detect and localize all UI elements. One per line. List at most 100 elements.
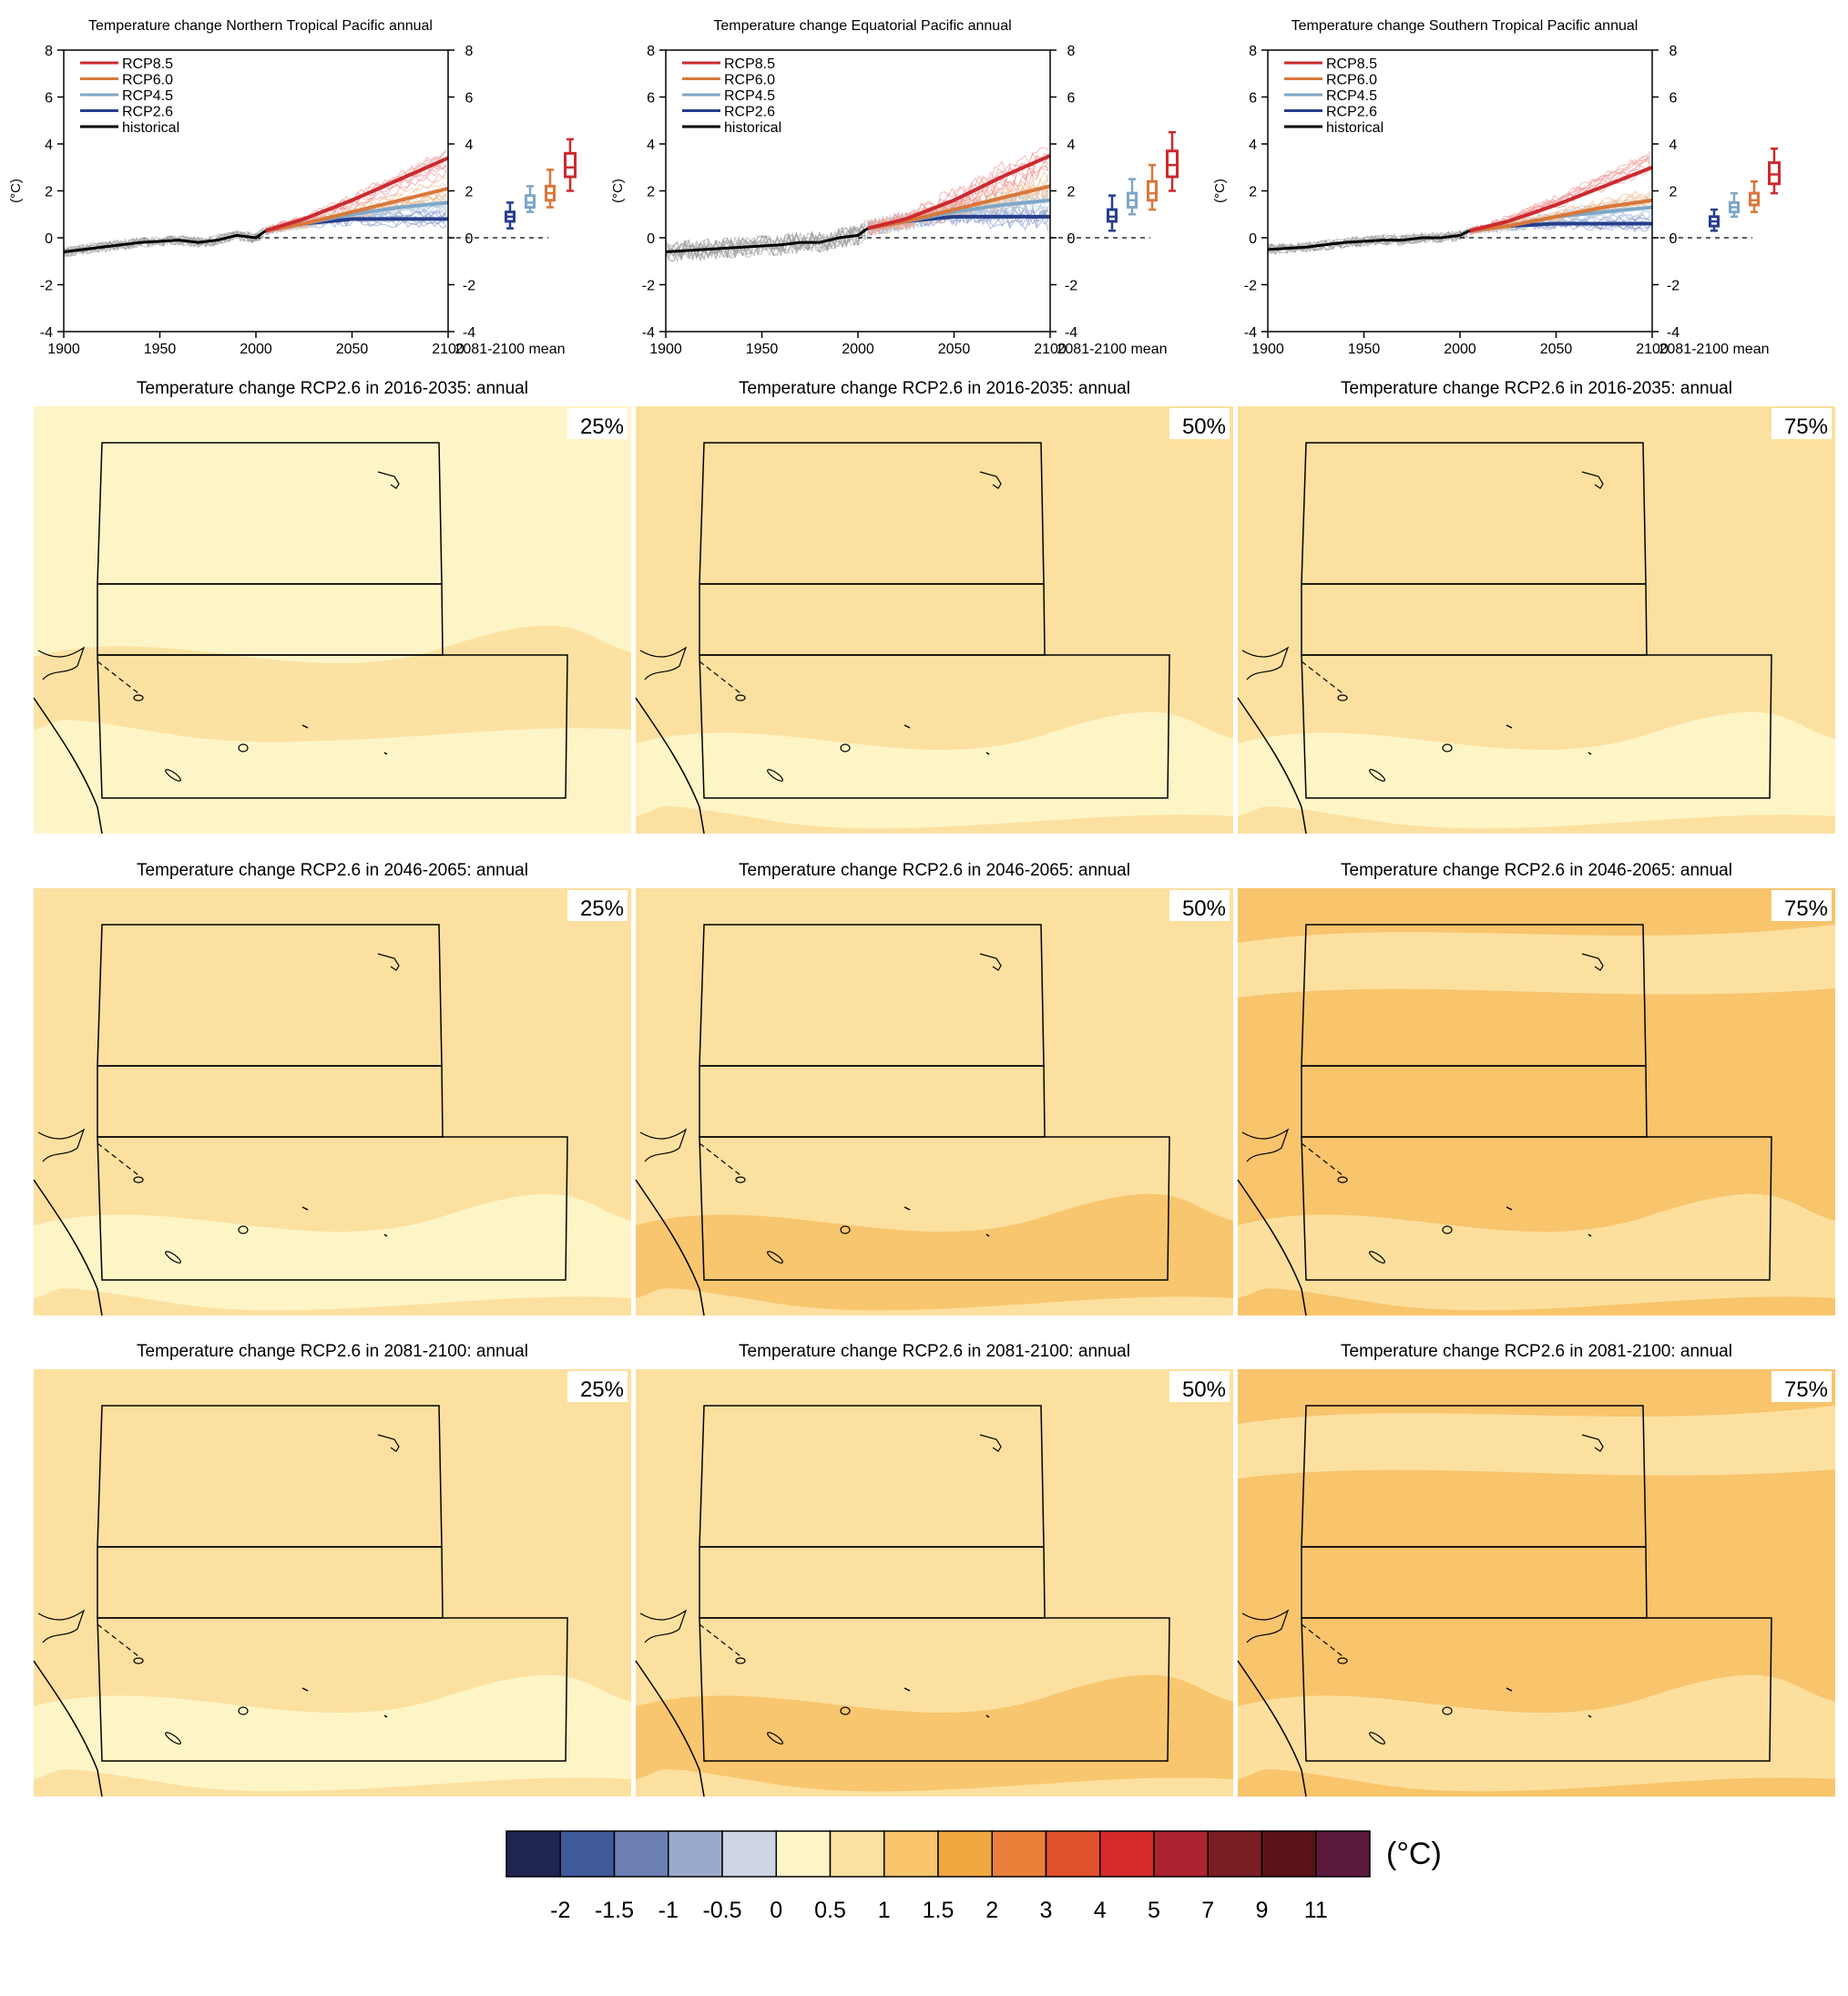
legend-entry: historical xyxy=(122,120,179,136)
coastline xyxy=(33,697,103,834)
island xyxy=(238,743,249,752)
y-tick-label: 4 xyxy=(465,138,474,153)
colorbar-tick-label: 11 xyxy=(1304,1898,1328,1923)
island xyxy=(133,1657,144,1664)
map-panel: Temperature change RCP2.6 in 2016-2035: … xyxy=(635,379,1233,834)
map-panels: Temperature change RCP2.6 in 2016-2035: … xyxy=(33,379,1835,1797)
island-hawaii xyxy=(377,471,400,489)
timeseries-panel: Temperature change Equatorial Pacific an… xyxy=(610,18,1179,355)
y-tick-label: -2 xyxy=(463,279,475,294)
island-hawaii xyxy=(1581,471,1604,489)
island xyxy=(1337,694,1348,701)
y-tick-label: 6 xyxy=(1249,91,1257,107)
island xyxy=(767,1732,783,1745)
island-hawaii xyxy=(377,1434,400,1452)
island xyxy=(383,1233,388,1237)
series-mean-line xyxy=(1469,198,1653,233)
coastline-new-guinea xyxy=(1241,1609,1290,1643)
percentile-badge xyxy=(567,890,628,921)
island xyxy=(985,1715,990,1718)
legend-entry: RCP2.6 xyxy=(1326,105,1377,120)
island xyxy=(840,1706,851,1715)
colorbar-tick-label: 7 xyxy=(1201,1898,1214,1923)
region-box-southern xyxy=(97,1617,568,1762)
y-tick-label: 0 xyxy=(45,231,53,247)
island xyxy=(1442,1225,1453,1234)
scenario-member-line xyxy=(867,152,1049,233)
x-tick-label: 1900 xyxy=(649,342,682,355)
x-tick-label: 2000 xyxy=(842,342,874,355)
map-title: Temperature change RCP2.6 in 2081-2100: … xyxy=(1341,1342,1732,1361)
percentile-label: 25% xyxy=(580,415,624,439)
y-tick-label: -4 xyxy=(1244,325,1257,341)
map-title: Temperature change RCP2.6 in 2046-2065: … xyxy=(739,861,1130,880)
colorbar-swatch xyxy=(1207,1830,1263,1878)
colorbar-tick-label: 0.5 xyxy=(814,1898,846,1923)
x-tick-label: 1950 xyxy=(144,342,177,355)
y-tick-label: 0 xyxy=(1067,231,1076,247)
x-tick-label: 2000 xyxy=(1444,342,1476,355)
y-tick-label: 8 xyxy=(1067,44,1076,59)
map-title: Temperature change RCP2.6 in 2081-2100: … xyxy=(137,1342,528,1361)
y-tick-label: 6 xyxy=(1067,91,1076,107)
y-tick-label: 4 xyxy=(1067,138,1076,153)
timeseries-panels: Temperature change Northern Tropical Pac… xyxy=(8,18,1781,355)
x-tick-label: 1950 xyxy=(1348,342,1381,355)
legend-entry: RCP2.6 xyxy=(122,105,173,120)
map-contour-band xyxy=(34,1674,631,1792)
x-tick-label: 2050 xyxy=(1540,342,1573,355)
island-hawaii xyxy=(979,953,1002,971)
region-box-southern xyxy=(1301,1617,1772,1762)
x-tick-label: 2100 xyxy=(432,342,465,355)
scenario-member-line xyxy=(1469,166,1651,235)
coastline-new-guinea xyxy=(37,1609,86,1643)
island xyxy=(301,724,309,729)
island xyxy=(1369,769,1385,782)
y-tick-label: -2 xyxy=(1667,279,1680,294)
colorbar-swatch xyxy=(1045,1830,1101,1878)
y-tick-label: -4 xyxy=(1065,325,1077,341)
y-tick-label: 8 xyxy=(465,44,474,59)
legend-entry: RCP4.5 xyxy=(1326,88,1377,104)
coastline-new-guinea xyxy=(639,1128,688,1162)
island xyxy=(1588,752,1592,755)
box-body xyxy=(1768,161,1781,186)
map-contour-band xyxy=(34,1193,631,1311)
y-tick-label: 0 xyxy=(465,231,474,247)
y-tick-label: 2 xyxy=(1067,185,1076,200)
legend-entry: RCP6.0 xyxy=(1326,73,1377,88)
y-tick-label: 2 xyxy=(1669,185,1678,200)
colorbar-swatch xyxy=(559,1830,616,1878)
island xyxy=(1588,1233,1592,1237)
percentile-label: 50% xyxy=(1182,896,1226,921)
coastline xyxy=(1237,697,1307,834)
y-tick-label: 4 xyxy=(647,138,655,153)
island xyxy=(1442,743,1453,752)
colorbar-tick-label: 4 xyxy=(1094,1898,1107,1923)
colorbar-tick-label: 2 xyxy=(985,1898,998,1923)
y-tick-label: -4 xyxy=(1667,325,1680,341)
coastline-new-guinea xyxy=(1241,1128,1290,1162)
colorbar-swatch xyxy=(1315,1830,1371,1878)
y-tick-label: 6 xyxy=(465,91,474,107)
colorbar-tick-label: -1 xyxy=(659,1898,679,1923)
y-tick-label: 8 xyxy=(45,44,53,59)
map-panel: Temperature change RCP2.6 in 2081-2100: … xyxy=(1237,1342,1835,1797)
percentile-badge xyxy=(1169,408,1230,439)
legend-entry: RCP6.0 xyxy=(122,73,173,88)
region-box-southern xyxy=(699,1617,1170,1762)
box-body xyxy=(1147,179,1158,202)
x-tick-label: 2000 xyxy=(240,342,272,355)
box-body xyxy=(1107,208,1118,223)
island xyxy=(735,1657,746,1664)
percentile-badge xyxy=(567,408,628,439)
region-box-southern xyxy=(699,1136,1170,1281)
coastline xyxy=(33,1179,103,1316)
scenario-member-line xyxy=(265,203,447,234)
island-hawaii xyxy=(377,953,400,971)
percentile-label: 75% xyxy=(1784,896,1828,921)
island xyxy=(165,769,181,782)
island-hawaii xyxy=(979,471,1002,489)
island xyxy=(840,1225,851,1234)
island xyxy=(904,724,911,729)
